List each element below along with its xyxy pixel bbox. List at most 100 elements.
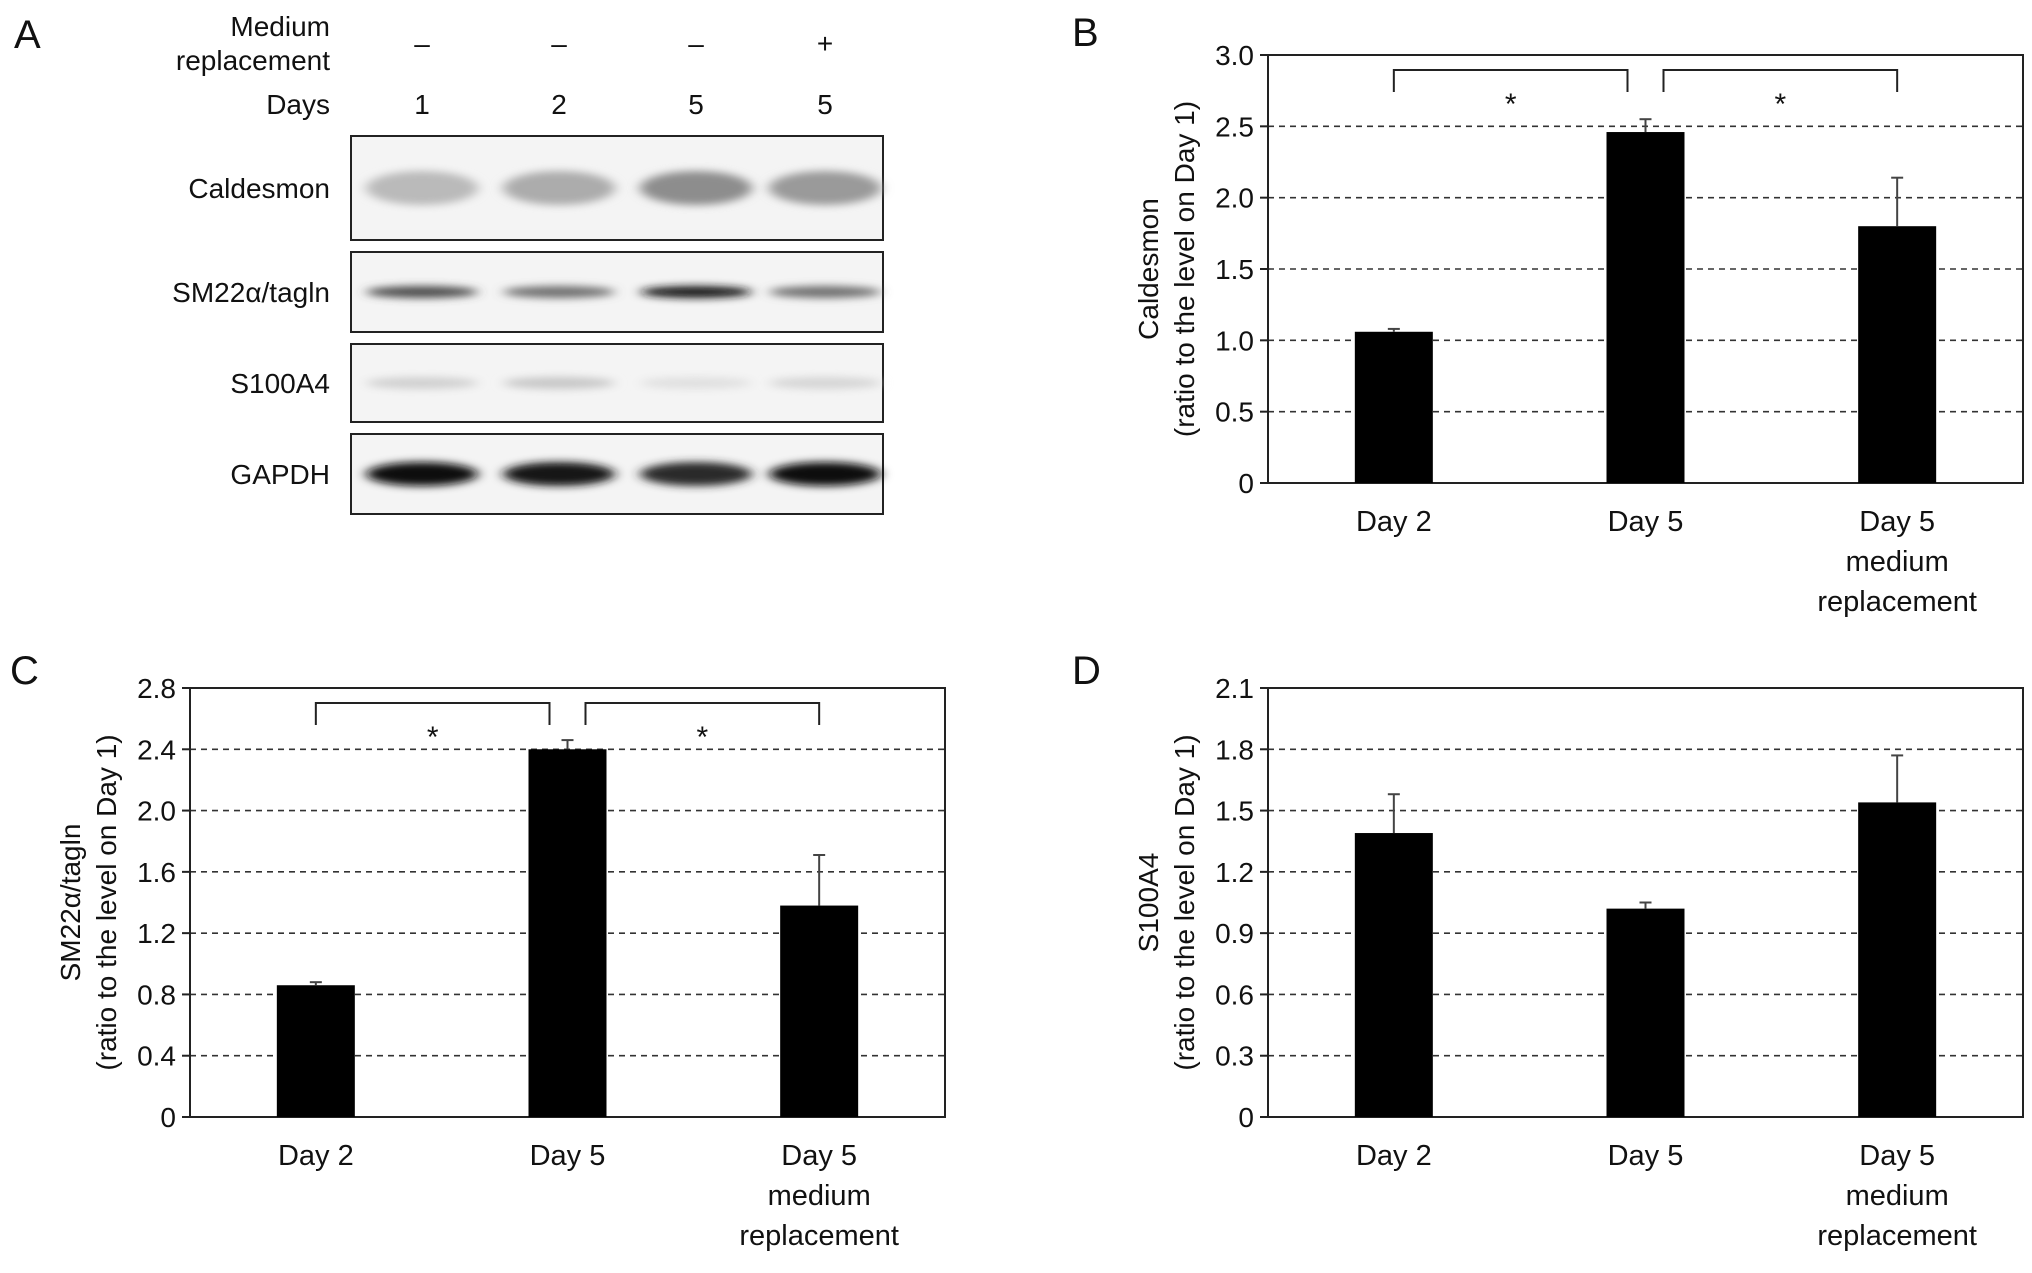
blot-band-4-3 (640, 462, 752, 486)
day-lane-4: 5 (817, 89, 833, 120)
chart-c: 0 0.4 0.8 1.2 1.6 2.0 2.4 2.8 SM22α/tagln (ratio … (55, 673, 946, 1252)
significance-bracket (584, 702, 821, 725)
y-tick-label: 2.0 (1215, 183, 1254, 214)
bar-1 (1354, 331, 1433, 483)
category-label-3: replacement (1817, 586, 1977, 618)
y-tick-label: 1.8 (1215, 734, 1254, 765)
category-label-2: Day 5 (1608, 506, 1684, 538)
y-tick-label: 0.9 (1215, 918, 1254, 949)
y-tick-label: 2.0 (137, 796, 176, 827)
category-label-3: Day 5 (1859, 506, 1935, 538)
y-tick-label: 0.8 (137, 979, 176, 1010)
category-label-3: medium (768, 1180, 871, 1212)
blot-band-1-2 (503, 171, 615, 205)
blot-band-2-2 (503, 286, 615, 298)
y-tick-label: 2.4 (137, 734, 176, 765)
y-tick-label: 1.2 (1215, 857, 1254, 888)
y-tick-label: 1.2 (137, 918, 176, 949)
significance-star: * (1505, 88, 1517, 121)
bar-3 (780, 905, 859, 1117)
bar-2 (1606, 132, 1685, 484)
blot-band-3-4 (769, 377, 881, 389)
significance-star: * (427, 721, 439, 754)
day-lane-3: 5 (688, 89, 704, 120)
blot-band-3-2 (503, 377, 615, 389)
significance-star: * (1774, 88, 1786, 121)
y-tick-label: 2.8 (137, 673, 176, 704)
category-label-1: Day 2 (1356, 506, 1432, 538)
blot-band-2-4 (769, 286, 881, 298)
y-tick-label: 0 (1238, 1102, 1254, 1133)
y-tick-label: 3.0 (1215, 40, 1254, 71)
bar-3 (1858, 802, 1937, 1117)
category-label-3: medium (1846, 1180, 1949, 1212)
significance-bracket (314, 702, 551, 725)
y-axis-label-line-1: S100A4 (1133, 853, 1164, 953)
panel-letter-c: C (10, 649, 39, 693)
y-tick-label: 1.6 (137, 857, 176, 888)
bar-1 (1354, 833, 1433, 1117)
header-days-label: Days (266, 89, 330, 120)
y-axis-label-line-2: (ratio to the level on Day 1) (1169, 101, 1200, 437)
category-label-1: Day 2 (1356, 1140, 1432, 1172)
blot-band-1-3 (640, 171, 752, 205)
blot-header: Medium replacement Days – – – + 1 2 5 5 (176, 11, 833, 120)
blot-band-3-3 (640, 377, 752, 389)
y-tick-label: 1.5 (1215, 796, 1254, 827)
chart-d: 0 0.3 0.6 0.9 1.2 1.5 1.8 2.1 S100A4 (ratio to th… (1133, 673, 2024, 1252)
treatment-lane-1: – (414, 28, 430, 59)
treatment-lane-2: – (551, 28, 567, 59)
panel-letter-a: A (14, 13, 41, 57)
y-tick-label: 0.6 (1215, 979, 1254, 1010)
significance-star: * (696, 721, 708, 754)
blot-label-1: Caldesmon (188, 173, 330, 204)
panel-letter-d: D (1072, 649, 1101, 693)
category-label-2: Day 5 (530, 1140, 606, 1172)
y-tick-label: 0 (1238, 468, 1254, 499)
y-tick-label: 2.5 (1215, 111, 1254, 142)
blot-band-1-4 (769, 171, 881, 205)
bar-1 (276, 985, 355, 1117)
y-tick-label: 0.3 (1215, 1041, 1254, 1072)
category-label-3: replacement (739, 1220, 899, 1252)
y-axis-label-line-1: SM22α/tagln (55, 824, 86, 982)
category-label-1: Day 2 (278, 1140, 354, 1172)
bar-3 (1858, 226, 1937, 483)
significance-bracket (1662, 69, 1899, 92)
header-medium-line1: Medium (230, 11, 330, 42)
bar-2 (1606, 908, 1685, 1117)
western-blot: Caldesmon SM22α/tagln S100A4 GAPDH (172, 135, 884, 515)
day-lane-2: 2 (551, 89, 567, 120)
blot-label-3: S100A4 (230, 368, 330, 399)
y-tick-label: 0.5 (1215, 397, 1254, 428)
blot-band-2-1 (366, 286, 478, 298)
blot-band-4-4 (769, 462, 881, 486)
header-medium-line2: replacement (176, 45, 330, 76)
y-tick-label: 1.0 (1215, 325, 1254, 356)
blot-band-1-1 (366, 171, 478, 205)
y-tick-label: 0.4 (137, 1041, 176, 1072)
blot-label-2: SM22α/tagln (172, 277, 330, 308)
treatment-lane-3: – (688, 28, 704, 59)
category-label-3: replacement (1817, 1220, 1977, 1252)
category-label-2: Day 5 (1608, 1140, 1684, 1172)
blot-band-3-1 (366, 377, 478, 389)
y-tick-label: 0 (160, 1102, 176, 1133)
blot-band-4-1 (366, 462, 478, 486)
blot-band-4-2 (503, 462, 615, 486)
category-label-3: Day 5 (1859, 1140, 1935, 1172)
blot-label-4: GAPDH (230, 459, 330, 490)
y-axis-label-line-1: Caldesmon (1133, 198, 1164, 340)
category-label-3: Day 5 (781, 1140, 857, 1172)
panel-letter-b: B (1072, 11, 1099, 55)
significance-bracket (1392, 69, 1629, 92)
bar-2 (528, 749, 607, 1117)
y-axis-label-line-2: (ratio to the level on Day 1) (91, 734, 122, 1070)
y-tick-label: 2.1 (1215, 673, 1254, 704)
blot-band-2-3 (640, 286, 752, 298)
day-lane-1: 1 (414, 89, 430, 120)
category-label-3: medium (1846, 546, 1949, 578)
chart-b: 0 0.5 1.0 1.5 2.0 2.5 3.0 Caldesmon (ratio to th… (1133, 40, 2024, 618)
y-tick-label: 1.5 (1215, 254, 1254, 285)
